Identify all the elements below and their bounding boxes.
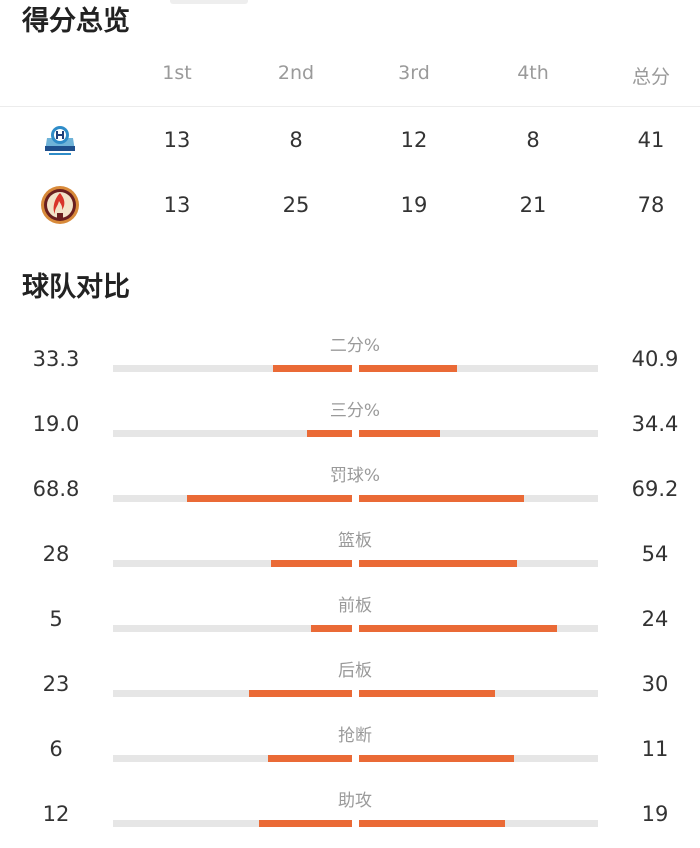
stat-left-bar (113, 430, 352, 437)
stat-left-fill (270, 560, 352, 567)
stat-left-fill (311, 625, 352, 632)
stat-right-fill (359, 430, 441, 437)
team1-total: 41 (637, 128, 665, 152)
stat-right-fill (359, 495, 524, 502)
stat-right-fill (359, 560, 517, 567)
team2-q1: 13 (163, 193, 191, 217)
team2-q4: 21 (519, 193, 547, 217)
stat-left-fill (306, 430, 352, 437)
stat-label: 抢断 (338, 726, 372, 746)
team2-q3: 19 (400, 193, 428, 217)
stat-right-value: 34.4 (631, 412, 679, 436)
stat-left-fill (258, 820, 352, 827)
score-row-team1: 13 8 12 8 41 (0, 120, 700, 160)
stat-right-value: 30 (641, 672, 669, 696)
stat-left-value: 5 (49, 607, 63, 631)
team1-q2: 8 (289, 128, 303, 152)
stat-label: 前板 (338, 596, 372, 616)
stat-row-steals: 抢断 6 11 (0, 721, 700, 771)
team-comparison-title: 球队对比 (22, 272, 130, 303)
stat-left-fill (268, 755, 352, 762)
stat-left-bar (113, 365, 352, 372)
stat-left-bar (113, 560, 352, 567)
stat-right-fill (359, 755, 515, 762)
stat-left-bar (113, 495, 352, 502)
stat-row-assists: 助攻 12 19 (0, 786, 700, 836)
stat-row-2pt-pct: 二分% 33.3 40.9 (0, 331, 700, 381)
header-q2: 2nd (277, 62, 315, 84)
team2-total: 78 (637, 193, 665, 217)
stat-right-fill (359, 820, 505, 827)
header-divider (0, 106, 700, 107)
header-q1: 1st (162, 62, 192, 84)
header-total: 总分 (631, 66, 670, 88)
stat-left-fill (273, 365, 352, 372)
stat-label: 三分% (329, 401, 381, 421)
stat-left-bar (113, 820, 352, 827)
stat-left-fill (249, 690, 352, 697)
stat-row-rebounds: 篮板 28 54 (0, 526, 700, 576)
stat-right-fill (359, 625, 558, 632)
team1-q4: 8 (526, 128, 540, 152)
stat-right-bar (359, 560, 598, 567)
stat-row-offensive-rebounds: 前板 5 24 (0, 591, 700, 641)
stat-left-bar (113, 690, 352, 697)
stat-label: 后板 (338, 661, 372, 681)
stat-right-bar (359, 690, 598, 697)
header-q3: 3rd (398, 62, 430, 84)
stat-left-value: 6 (49, 737, 63, 761)
stat-right-value: 69.2 (631, 477, 679, 501)
stat-left-value: 33.3 (32, 347, 80, 371)
team1-q3: 12 (400, 128, 428, 152)
stat-right-value: 54 (641, 542, 669, 566)
team1-q1: 13 (163, 128, 191, 152)
stat-label: 二分% (329, 336, 381, 356)
stat-left-bar (113, 755, 352, 762)
stat-row-ft-pct: 罚球% 68.8 69.2 (0, 461, 700, 511)
stat-left-value: 68.8 (32, 477, 80, 501)
stat-right-value: 19 (641, 802, 669, 826)
stat-right-value: 40.9 (631, 347, 679, 371)
team2-q2: 25 (282, 193, 310, 217)
stat-right-bar (359, 820, 598, 827)
stat-left-fill (187, 495, 352, 502)
score-row-team2: 13 25 19 21 78 (0, 185, 700, 225)
stat-left-value: 23 (42, 672, 70, 696)
stat-row-defensive-rebounds: 后板 23 30 (0, 656, 700, 706)
stat-left-value: 28 (42, 542, 70, 566)
stat-right-fill (359, 690, 496, 697)
jilin-team-logo-icon (45, 126, 75, 155)
stat-left-bar (113, 625, 352, 632)
score-overview-title: 得分总览 (22, 6, 130, 37)
stat-right-bar (359, 495, 598, 502)
stat-label: 助攻 (338, 791, 372, 811)
stat-label: 罚球% (329, 466, 381, 486)
stat-left-value: 19.0 (32, 412, 80, 436)
scroll-remnant (170, 0, 248, 4)
stat-right-value: 11 (641, 737, 669, 761)
stat-label: 篮板 (338, 531, 372, 551)
stat-right-value: 24 (641, 607, 669, 631)
header-q4: 4th (517, 62, 549, 84)
stat-left-value: 12 (42, 802, 70, 826)
stat-right-bar (359, 430, 598, 437)
stat-right-bar (359, 755, 598, 762)
stat-row-3pt-pct: 三分% 19.0 34.4 (0, 396, 700, 446)
flame-team-logo-icon (41, 186, 79, 224)
stat-right-bar (359, 625, 598, 632)
stat-right-fill (359, 365, 457, 372)
stat-right-bar (359, 365, 598, 372)
